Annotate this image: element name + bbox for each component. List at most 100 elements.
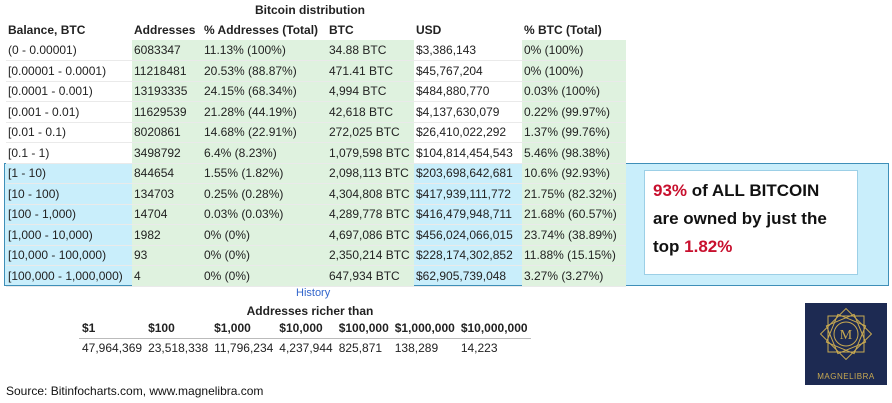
cell-addresses: 11629539: [132, 101, 202, 123]
cell-pct-addresses: 1.55% (1.82%): [202, 163, 327, 184]
cell-usd: $456,024,066,015: [414, 224, 522, 246]
cell-pct-addresses: 0% (0%): [202, 245, 327, 266]
rich-header-cell: $100,000: [338, 320, 389, 335]
table-row: [0.1 - 1) 3498792 6.4% (8.23%) 1,079,598 BT…: [6, 142, 626, 164]
cell-pct-addresses: 6.4% (8.23%): [202, 142, 327, 164]
cell-btc: 4,289,778 BTC: [327, 204, 414, 225]
cell-balance: [1,000 - 10,000): [6, 224, 132, 246]
cell-balance: [0.0001 - 0.001): [6, 81, 132, 102]
cell-addresses: 4: [132, 265, 202, 287]
cell-addresses: 11218481: [132, 60, 202, 82]
cell-addresses: 93: [132, 245, 202, 266]
cell-usd: $45,767,204: [414, 60, 522, 82]
cell-pct-addresses: 24.15% (68.34%): [202, 81, 327, 102]
cell-addresses: 13193335: [132, 81, 202, 102]
cell-usd: $4,137,630,079: [414, 101, 522, 123]
cell-balance: [0.1 - 1): [6, 142, 132, 164]
cell-balance: [0.01 - 0.1): [6, 122, 132, 143]
cell-btc: 471.41 BTC: [327, 60, 414, 82]
cell-pct-addresses: 21.28% (44.19%): [202, 101, 327, 123]
cell-pct-addresses: 0.25% (0.28%): [202, 183, 327, 205]
cell-btc: 4,994 BTC: [327, 81, 414, 102]
cell-pct-btc: 3.27% (3.27%): [522, 265, 626, 287]
rich-header-cell: $10,000,000: [460, 320, 528, 335]
col-header-balance: Balance, BTC: [8, 23, 86, 37]
cell-balance: [100,000 - 1,000,000): [6, 265, 132, 287]
table-body: (0 - 0.00001) 6083347 11.13% (100%) 34.88 B…: [6, 40, 626, 287]
cell-addresses: 6083347: [132, 40, 202, 61]
cell-pct-addresses: 0% (0%): [202, 265, 327, 287]
cell-pct-btc: 1.37% (99.76%): [522, 122, 626, 143]
distribution-table: Balance, BTC Addresses % Addresses (Tota…: [6, 20, 626, 287]
cell-btc: 2,098,113 BTC: [327, 163, 414, 184]
col-header-btc: BTC: [329, 23, 354, 37]
callout-line-3-text: top: [653, 237, 685, 256]
cell-pct-btc: 0% (100%): [522, 60, 626, 82]
rich-header-cell: $100: [148, 320, 175, 335]
cell-btc: 34.88 BTC: [327, 40, 414, 61]
rich-header-cell: $1: [82, 320, 96, 335]
cell-addresses: 844654: [132, 163, 202, 184]
cell-balance: [1 - 10): [6, 163, 132, 184]
rich-table-title: Addresses richer than: [246, 304, 374, 318]
cell-addresses: 8020861: [132, 122, 202, 143]
callout-line-3: top 1.82%: [653, 233, 849, 261]
magnelibra-logo: M MAGNELIBRA: [805, 303, 887, 385]
callout-pct-all: 93%: [653, 181, 688, 200]
cell-btc: 272,025 BTC: [327, 122, 414, 143]
rich-value-cell: 14,223: [457, 337, 531, 358]
cell-balance: [0.001 - 0.01): [6, 101, 132, 123]
cell-usd: $228,174,302,852: [414, 245, 522, 266]
cell-usd: $104,814,454,543: [414, 142, 522, 164]
cell-balance: [0.00001 - 0.0001): [6, 60, 132, 82]
cell-pct-btc: 0.03% (100%): [522, 81, 626, 102]
cell-usd: $417,939,111,772: [414, 183, 522, 205]
rich-header-cell: $1,000,000: [394, 320, 455, 335]
col-header-addresses: Addresses: [134, 23, 196, 37]
rich-value-cell: 825,871: [335, 337, 392, 358]
cell-addresses: 1982: [132, 224, 202, 246]
page-title: Bitcoin distribution: [255, 3, 365, 17]
cell-pct-btc: 10.6% (92.93%): [522, 163, 626, 184]
rich-header-row: $1 $100 $1,000 $10,000 $100,000 $1,000,000 $10…: [79, 318, 531, 338]
rich-table: $1 $100 $1,000 $10,000 $100,000 $1,000,000 $10…: [79, 318, 531, 358]
col-header-pct-addresses: % Addresses (Total): [204, 23, 319, 37]
table-row: [0.00001 - 0.0001) 11218481 20.53% (88.87%…: [6, 60, 626, 82]
col-header-usd: USD: [416, 23, 442, 37]
cell-usd: $3,386,143: [414, 40, 522, 61]
cell-balance: [10 - 100): [6, 183, 132, 205]
cell-btc: 647,934 BTC: [327, 265, 414, 287]
cell-addresses: 3498792: [132, 142, 202, 164]
logo-text: MAGNELIBRA: [817, 372, 875, 381]
rich-values-row: 47,964,369 23,518,338 11,796,234 4,237,944 8…: [79, 337, 531, 358]
cell-pct-addresses: 20.53% (88.87%): [202, 60, 327, 82]
callout-line-2: are owned by just the: [653, 209, 827, 228]
cell-pct-btc: 21.75% (82.32%): [522, 183, 626, 205]
logo-emblem-icon: M: [819, 307, 873, 361]
callout-box: 93% of ALL BITCOIN are owned by just the…: [644, 170, 858, 275]
col-header-pct-btc: % BTC (Total): [524, 23, 602, 37]
table-row: (0 - 0.00001) 6083347 11.13% (100%) 34.88 B…: [6, 40, 626, 61]
history-link[interactable]: History: [296, 287, 331, 299]
cell-balance: [100 - 1,000): [6, 204, 132, 225]
cell-btc: 4,304,808 BTC: [327, 183, 414, 205]
rich-value-cell: 11,796,234: [211, 337, 277, 358]
rich-value-cell: 138,289: [391, 337, 458, 358]
table-row: [10 - 100) 134703 0.25% (0.28%) 4,304,808 B…: [6, 183, 626, 205]
table-row: [100,000 - 1,000,000) 4 0% (0%) 647,934 BTC…: [6, 265, 626, 287]
cell-usd: $484,880,770: [414, 81, 522, 102]
cell-usd: $203,698,642,681: [414, 163, 522, 184]
cell-pct-btc: 5.46% (98.38%): [522, 142, 626, 164]
rich-header-cell: $1,000: [214, 320, 251, 335]
logo-monogram: M: [840, 328, 853, 343]
table-header-row: Balance, BTC Addresses % Addresses (Tota…: [6, 20, 626, 40]
cell-pct-btc: 0% (100%): [522, 40, 626, 61]
rich-header-cell: $10,000: [279, 320, 323, 335]
cell-pct-addresses: 0% (0%): [202, 224, 327, 246]
cell-pct-btc: 21.68% (60.57%): [522, 204, 626, 225]
rich-value-cell: 47,964,369: [79, 337, 146, 358]
table-row: [100 - 1,000) 14704 0.03% (0.03%) 4,289,778…: [6, 204, 626, 225]
cell-balance: (0 - 0.00001): [6, 40, 132, 61]
table-row: [0.0001 - 0.001) 13193335 24.15% (68.34%) 4…: [6, 81, 626, 102]
cell-usd: $26,410,022,292: [414, 122, 522, 143]
